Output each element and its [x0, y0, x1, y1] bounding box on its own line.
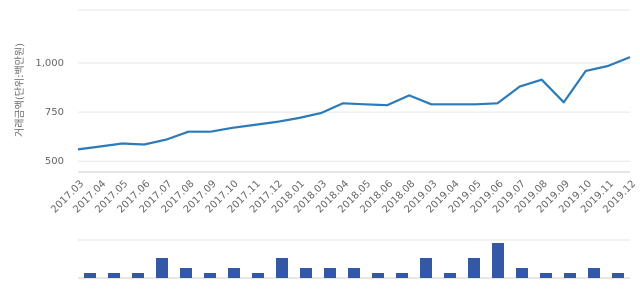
volume-bar [324, 268, 336, 278]
volume-bar [516, 268, 528, 278]
volume-bar [492, 243, 504, 278]
y-tick-label: 1,000 [35, 58, 64, 69]
volume-bar [588, 268, 600, 278]
volume-bar [276, 258, 288, 278]
volume-bar [84, 273, 96, 278]
volume-bar [372, 273, 384, 278]
volume-bar [132, 273, 144, 278]
volume-bar [156, 258, 168, 278]
volume-bar [300, 268, 312, 278]
y-tick-label: 750 [45, 107, 64, 118]
volume-bar [444, 273, 456, 278]
y-tick-label: 500 [45, 156, 64, 167]
price-line [77, 56, 631, 151]
volume-bar [564, 273, 576, 278]
volume-bar [252, 273, 264, 278]
volume-bar [420, 258, 432, 278]
volume-bar [180, 268, 192, 278]
volume-bar [108, 273, 120, 278]
volume-bar [204, 273, 216, 278]
volume-bar [540, 273, 552, 278]
volume-bar [612, 273, 624, 278]
volume-bar [228, 268, 240, 278]
volume-bar [396, 273, 408, 278]
y-axis-label: 거래금액(단위:백만원) [13, 43, 26, 137]
volume-bar [468, 258, 480, 278]
volume-bar [348, 268, 360, 278]
